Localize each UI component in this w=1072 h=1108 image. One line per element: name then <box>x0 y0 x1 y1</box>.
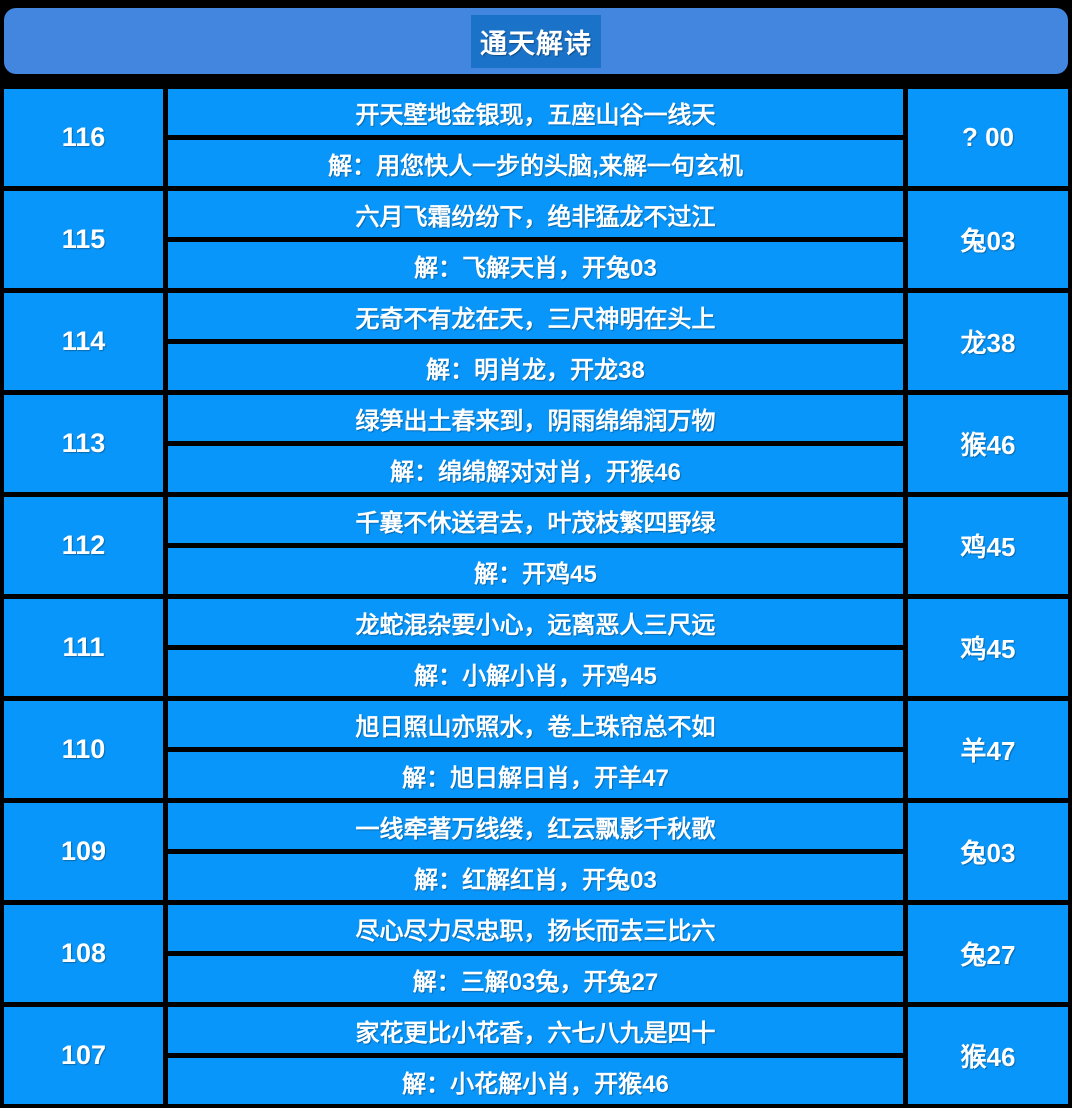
table-row: 114 无奇不有龙在天，三尺神明在头上 解：明肖龙，开龙38 龙38 <box>4 293 1068 390</box>
poem-text-cell: 无奇不有龙在天，三尺神明在头上 <box>168 293 903 339</box>
result-cell: 猴46 <box>908 1007 1068 1104</box>
poem-table: 116 开天壁地金银现，五座山谷一线天 解：用您快人一步的头脑,来解一句玄机 ?… <box>4 89 1068 1104</box>
interpretation-cell: 解：飞解天肖，开兔03 <box>168 242 903 288</box>
poem-text-cell: 旭日照山亦照水，卷上珠帘总不如 <box>168 701 903 747</box>
table-row: 116 开天壁地金银现，五座山谷一线天 解：用您快人一步的头脑,来解一句玄机 ?… <box>4 89 1068 186</box>
poem-text-cell: 一线牵著万线缕，红云飘影千秋歌 <box>168 803 903 849</box>
table-row: 107 家花更比小花香，六七八九是四十 解：小花解小肖，开猴46 猴46 <box>4 1007 1068 1104</box>
interpretation-cell: 解：小花解小肖，开猴46 <box>168 1058 903 1104</box>
poem-text-cell: 千襄不休送君去，叶茂枝繁四野绿 <box>168 497 903 543</box>
poem-column: 六月飞霜纷纷下，绝非猛龙不过江 解：飞解天肖，开兔03 <box>168 191 903 288</box>
poem-column: 无奇不有龙在天，三尺神明在头上 解：明肖龙，开龙38 <box>168 293 903 390</box>
table-row: 112 千襄不休送君去，叶茂枝繁四野绿 解：开鸡45 鸡45 <box>4 497 1068 594</box>
interpretation-cell: 解：明肖龙，开龙38 <box>168 344 903 390</box>
issue-number-cell: 109 <box>4 803 163 900</box>
table-row: 111 龙蛇混杂要小心，远离恶人三尺远 解：小解小肖，开鸡45 鸡45 <box>4 599 1068 696</box>
poem-column: 家花更比小花香，六七八九是四十 解：小花解小肖，开猴46 <box>168 1007 903 1104</box>
result-cell: 羊47 <box>908 701 1068 798</box>
poem-text-cell: 六月飞霜纷纷下，绝非猛龙不过江 <box>168 191 903 237</box>
issue-number-cell: 115 <box>4 191 163 288</box>
table-row: 115 六月飞霜纷纷下，绝非猛龙不过江 解：飞解天肖，开兔03 兔03 <box>4 191 1068 288</box>
header-bar: 通天解诗 <box>4 8 1068 74</box>
issue-number-cell: 113 <box>4 395 163 492</box>
result-cell: 兔03 <box>908 803 1068 900</box>
issue-number-cell: 114 <box>4 293 163 390</box>
table-row: 110 旭日照山亦照水，卷上珠帘总不如 解：旭日解日肖，开羊47 羊47 <box>4 701 1068 798</box>
result-cell: 猴46 <box>908 395 1068 492</box>
poem-text-cell: 尽心尽力尽忠职，扬长而去三比六 <box>168 905 903 951</box>
poem-column: 一线牵著万线缕，红云飘影千秋歌 解：红解红肖，开兔03 <box>168 803 903 900</box>
interpretation-cell: 解：三解03兔，开兔27 <box>168 956 903 1002</box>
table-row: 109 一线牵著万线缕，红云飘影千秋歌 解：红解红肖，开兔03 兔03 <box>4 803 1068 900</box>
issue-number-cell: 112 <box>4 497 163 594</box>
table-row: 108 尽心尽力尽忠职，扬长而去三比六 解：三解03兔，开兔27 兔27 <box>4 905 1068 1002</box>
issue-number-cell: 111 <box>4 599 163 696</box>
result-cell: 鸡45 <box>908 599 1068 696</box>
poem-column: 千襄不休送君去，叶茂枝繁四野绿 解：开鸡45 <box>168 497 903 594</box>
page-title: 通天解诗 <box>471 14 601 68</box>
result-cell: 兔03 <box>908 191 1068 288</box>
poem-text-cell: 龙蛇混杂要小心，远离恶人三尺远 <box>168 599 903 645</box>
interpretation-cell: 解：小解小肖，开鸡45 <box>168 650 903 696</box>
issue-number-cell: 107 <box>4 1007 163 1104</box>
result-cell: ? 00 <box>908 89 1068 186</box>
interpretation-cell: 解：红解红肖，开兔03 <box>168 854 903 900</box>
result-cell: 兔27 <box>908 905 1068 1002</box>
interpretation-cell: 解：旭日解日肖，开羊47 <box>168 752 903 798</box>
poem-text-cell: 绿笋出土春来到，阴雨绵绵润万物 <box>168 395 903 441</box>
interpretation-cell: 解：绵绵解对对肖，开猴46 <box>168 446 903 492</box>
poem-column: 绿笋出土春来到，阴雨绵绵润万物 解：绵绵解对对肖，开猴46 <box>168 395 903 492</box>
issue-number-cell: 110 <box>4 701 163 798</box>
poem-column: 尽心尽力尽忠职，扬长而去三比六 解：三解03兔，开兔27 <box>168 905 903 1002</box>
interpretation-cell: 解：用您快人一步的头脑,来解一句玄机 <box>168 140 903 186</box>
issue-number-cell: 116 <box>4 89 163 186</box>
poem-text-cell: 家花更比小花香，六七八九是四十 <box>168 1007 903 1053</box>
result-cell: 龙38 <box>908 293 1068 390</box>
result-cell: 鸡45 <box>908 497 1068 594</box>
poem-column: 龙蛇混杂要小心，远离恶人三尺远 解：小解小肖，开鸡45 <box>168 599 903 696</box>
poem-column: 开天壁地金银现，五座山谷一线天 解：用您快人一步的头脑,来解一句玄机 <box>168 89 903 186</box>
table-row: 113 绿笋出土春来到，阴雨绵绵润万物 解：绵绵解对对肖，开猴46 猴46 <box>4 395 1068 492</box>
interpretation-cell: 解：开鸡45 <box>168 548 903 594</box>
poem-text-cell: 开天壁地金银现，五座山谷一线天 <box>168 89 903 135</box>
poem-column: 旭日照山亦照水，卷上珠帘总不如 解：旭日解日肖，开羊47 <box>168 701 903 798</box>
issue-number-cell: 108 <box>4 905 163 1002</box>
